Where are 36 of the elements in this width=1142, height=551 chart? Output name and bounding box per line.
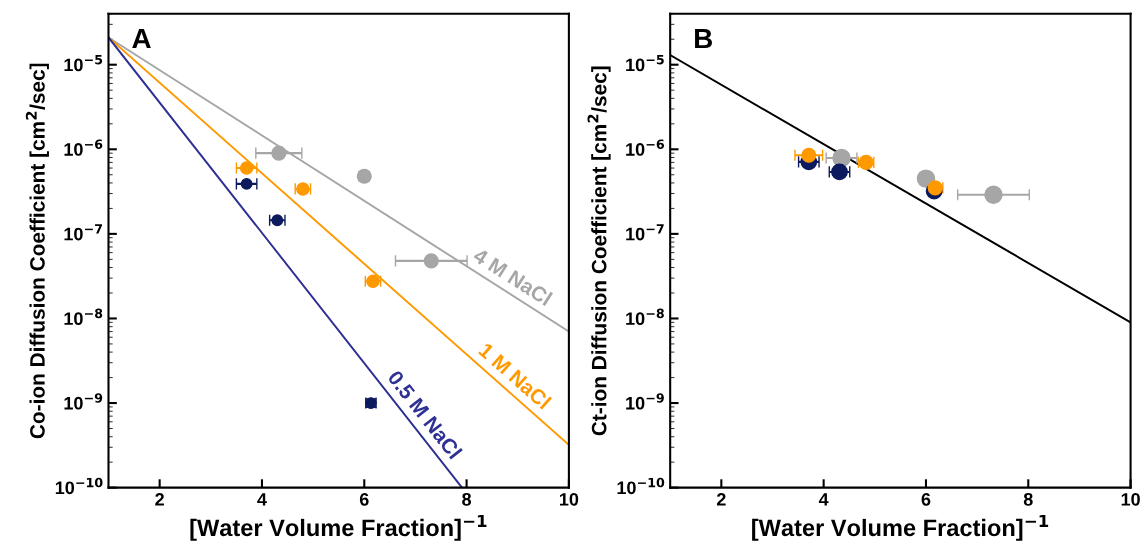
annotation: B: [695, 29, 712, 49]
x-axis-title: [Water Volume Fraction]$^{−1}$: [752, 514, 1049, 541]
y-tick-label: 10$^{−5}$: [64, 54, 103, 72]
x-tick-label: 8: [462, 492, 472, 506]
y-tick-label: 10$^{−7}$: [64, 224, 102, 241]
x-tick-label: 2: [155, 492, 164, 506]
x-tick-label: 6: [359, 492, 369, 506]
x-tick-label: 4: [257, 493, 267, 506]
y-tick-label: 10$^{−7}$: [626, 224, 664, 241]
y-tick-label: 10$^{−6}$: [626, 139, 665, 156]
y-tick-label: 10$^{−9}$: [626, 393, 664, 410]
point: [423, 253, 439, 269]
point: [271, 145, 287, 161]
y-axis-title: Co-ion Diffusion Coefficient [cm$^{2}$/sec]: [25, 63, 49, 439]
y-tick-label: 10$^{−6}$: [64, 139, 103, 156]
point: [239, 161, 254, 175]
y-tick-label: 10$^{−5}$: [626, 54, 664, 72]
y-axis-title: Ct-ion Diffusion Coefficient [cm$^{2}$/sec]: [587, 66, 611, 436]
point: [984, 185, 1003, 204]
x-tick-label: 8: [1023, 492, 1033, 506]
y-tick-label: 10$^{−10}$: [55, 477, 103, 495]
y-tick-label: 10$^{−8}$: [626, 308, 664, 326]
y-tick-label: 10$^{−9}$: [64, 393, 103, 410]
x-tick-label: 6: [921, 492, 931, 506]
x-tick-label: 10: [559, 492, 579, 506]
point: [801, 147, 817, 163]
annotation: A: [132, 29, 151, 49]
point: [240, 177, 253, 190]
x-tick-label: 2: [716, 492, 726, 506]
point: [832, 148, 851, 168]
x-tick-label: 10: [1121, 492, 1140, 506]
x-axis-title: [Water Volume Fraction]$^{−1}$: [190, 514, 487, 541]
point: [916, 169, 936, 188]
x-tick-label: 4: [818, 493, 829, 506]
y-tick-label: 10$^{−10}$: [617, 477, 665, 495]
y-tick-label: 10$^{−8}$: [64, 308, 103, 326]
